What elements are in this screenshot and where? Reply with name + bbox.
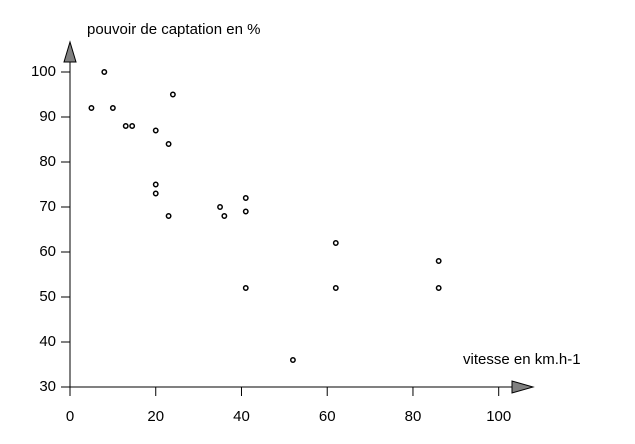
point	[289, 357, 296, 363]
x-axis-label: vitesse en km.h-1	[463, 351, 581, 368]
y-tick-label: 90	[39, 108, 56, 125]
x-tick-label: 20	[147, 408, 164, 425]
point	[109, 105, 116, 111]
x-tick-label: 0	[66, 408, 74, 425]
x-tick-label: 60	[319, 408, 336, 425]
point	[152, 190, 159, 197]
point	[88, 105, 95, 111]
y-axis-label: pouvoir de captation en %	[87, 21, 260, 38]
y-tick-label: 80	[39, 153, 56, 170]
point	[221, 213, 228, 219]
x-tick-label: 100	[486, 408, 511, 425]
point	[165, 141, 172, 147]
point	[165, 213, 172, 219]
y-tick-label: 50	[39, 288, 56, 305]
x-tick-label: 80	[405, 408, 422, 425]
point	[332, 285, 339, 291]
point	[169, 91, 176, 98]
point	[152, 127, 159, 134]
point	[122, 123, 129, 129]
x-axis-arrow	[511, 380, 535, 394]
point	[217, 204, 223, 210]
y-tick-label: 100	[31, 63, 56, 80]
y-axis-arrow	[63, 40, 77, 63]
point	[129, 123, 136, 129]
point	[435, 258, 442, 264]
point	[242, 208, 249, 215]
point	[101, 69, 108, 75]
y-tick-label: 40	[39, 333, 56, 350]
point	[332, 240, 339, 246]
point	[435, 285, 442, 291]
point	[242, 285, 249, 291]
y-tick-label: 60	[39, 243, 56, 260]
y-tick-label: 30	[39, 378, 56, 395]
point	[152, 181, 159, 188]
y-tick-label: 70	[39, 198, 56, 215]
point	[242, 195, 249, 201]
x-tick-label: 40	[233, 408, 250, 425]
